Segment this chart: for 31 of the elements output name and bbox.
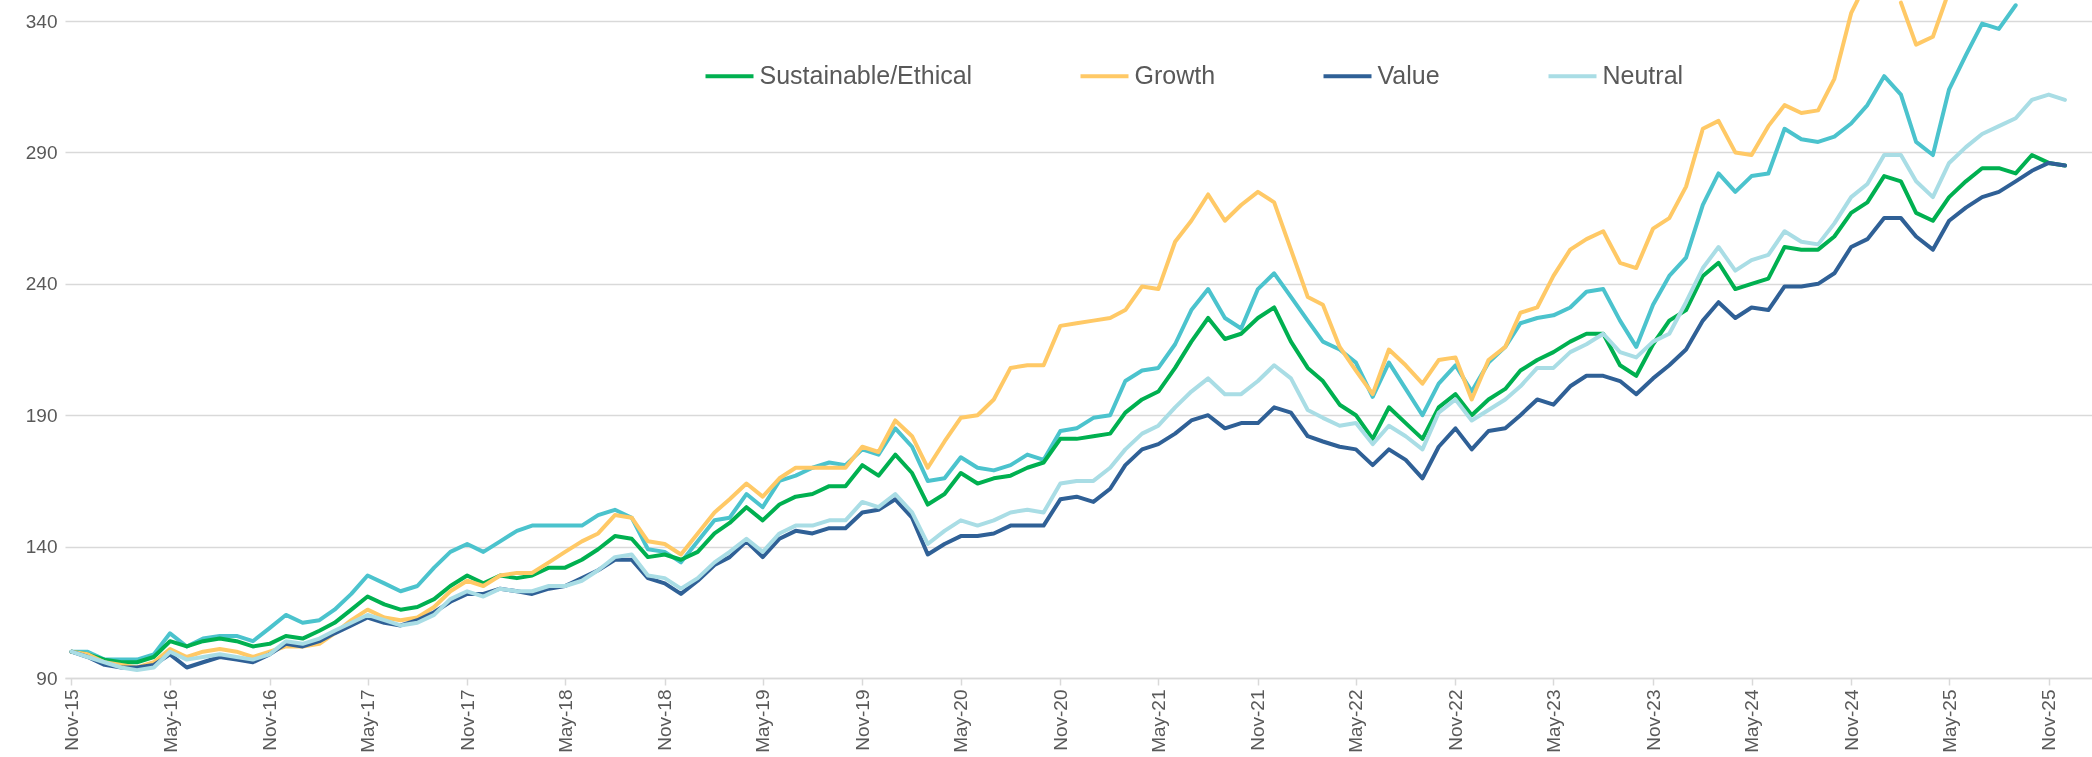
x-tick-label: May-17 (357, 689, 379, 753)
y-tick-label: 240 (25, 273, 58, 295)
legend-label: Neutral (1602, 61, 1684, 90)
x-tick-label: May-23 (1542, 689, 1564, 753)
x-tick-label: May-18 (554, 689, 576, 753)
x-tick-label: Nov-25 (2038, 689, 2060, 751)
legend-label: Growth (1134, 61, 1216, 90)
x-tick-label: May-21 (1147, 689, 1169, 753)
x-tick-label: Nov-23 (1642, 689, 1664, 751)
y-tick-label: 190 (25, 404, 58, 426)
legend-label: Value (1377, 61, 1440, 90)
x-tick-label: Nov-19 (851, 689, 873, 751)
x-tick-label: Nov-22 (1444, 689, 1466, 751)
x-tick-label: Nov-16 (259, 689, 281, 751)
x-tick-label: May-16 (159, 689, 181, 753)
x-tick-label: May-22 (1345, 689, 1367, 753)
legend-label: Sustainable/Ethical (759, 61, 973, 90)
x-tick-label: May-24 (1741, 689, 1763, 753)
x-tick-label: May-20 (950, 689, 972, 753)
x-tick-label: Nov-18 (654, 689, 676, 751)
y-tick-label: 90 (36, 667, 58, 689)
x-tick-label: Nov-21 (1247, 689, 1269, 751)
x-tick-label: May-19 (752, 689, 774, 753)
y-tick-label: 290 (25, 141, 58, 163)
x-tick-label: Nov-20 (1049, 689, 1071, 751)
y-tick-label: 140 (25, 536, 58, 558)
y-tick-label: 340 (25, 10, 58, 32)
x-tick-label: Nov-17 (456, 689, 478, 751)
x-tick-label: May-25 (1938, 689, 1960, 753)
x-tick-label: Nov-15 (61, 689, 82, 751)
x-tick-label: Nov-24 (1840, 689, 1862, 751)
